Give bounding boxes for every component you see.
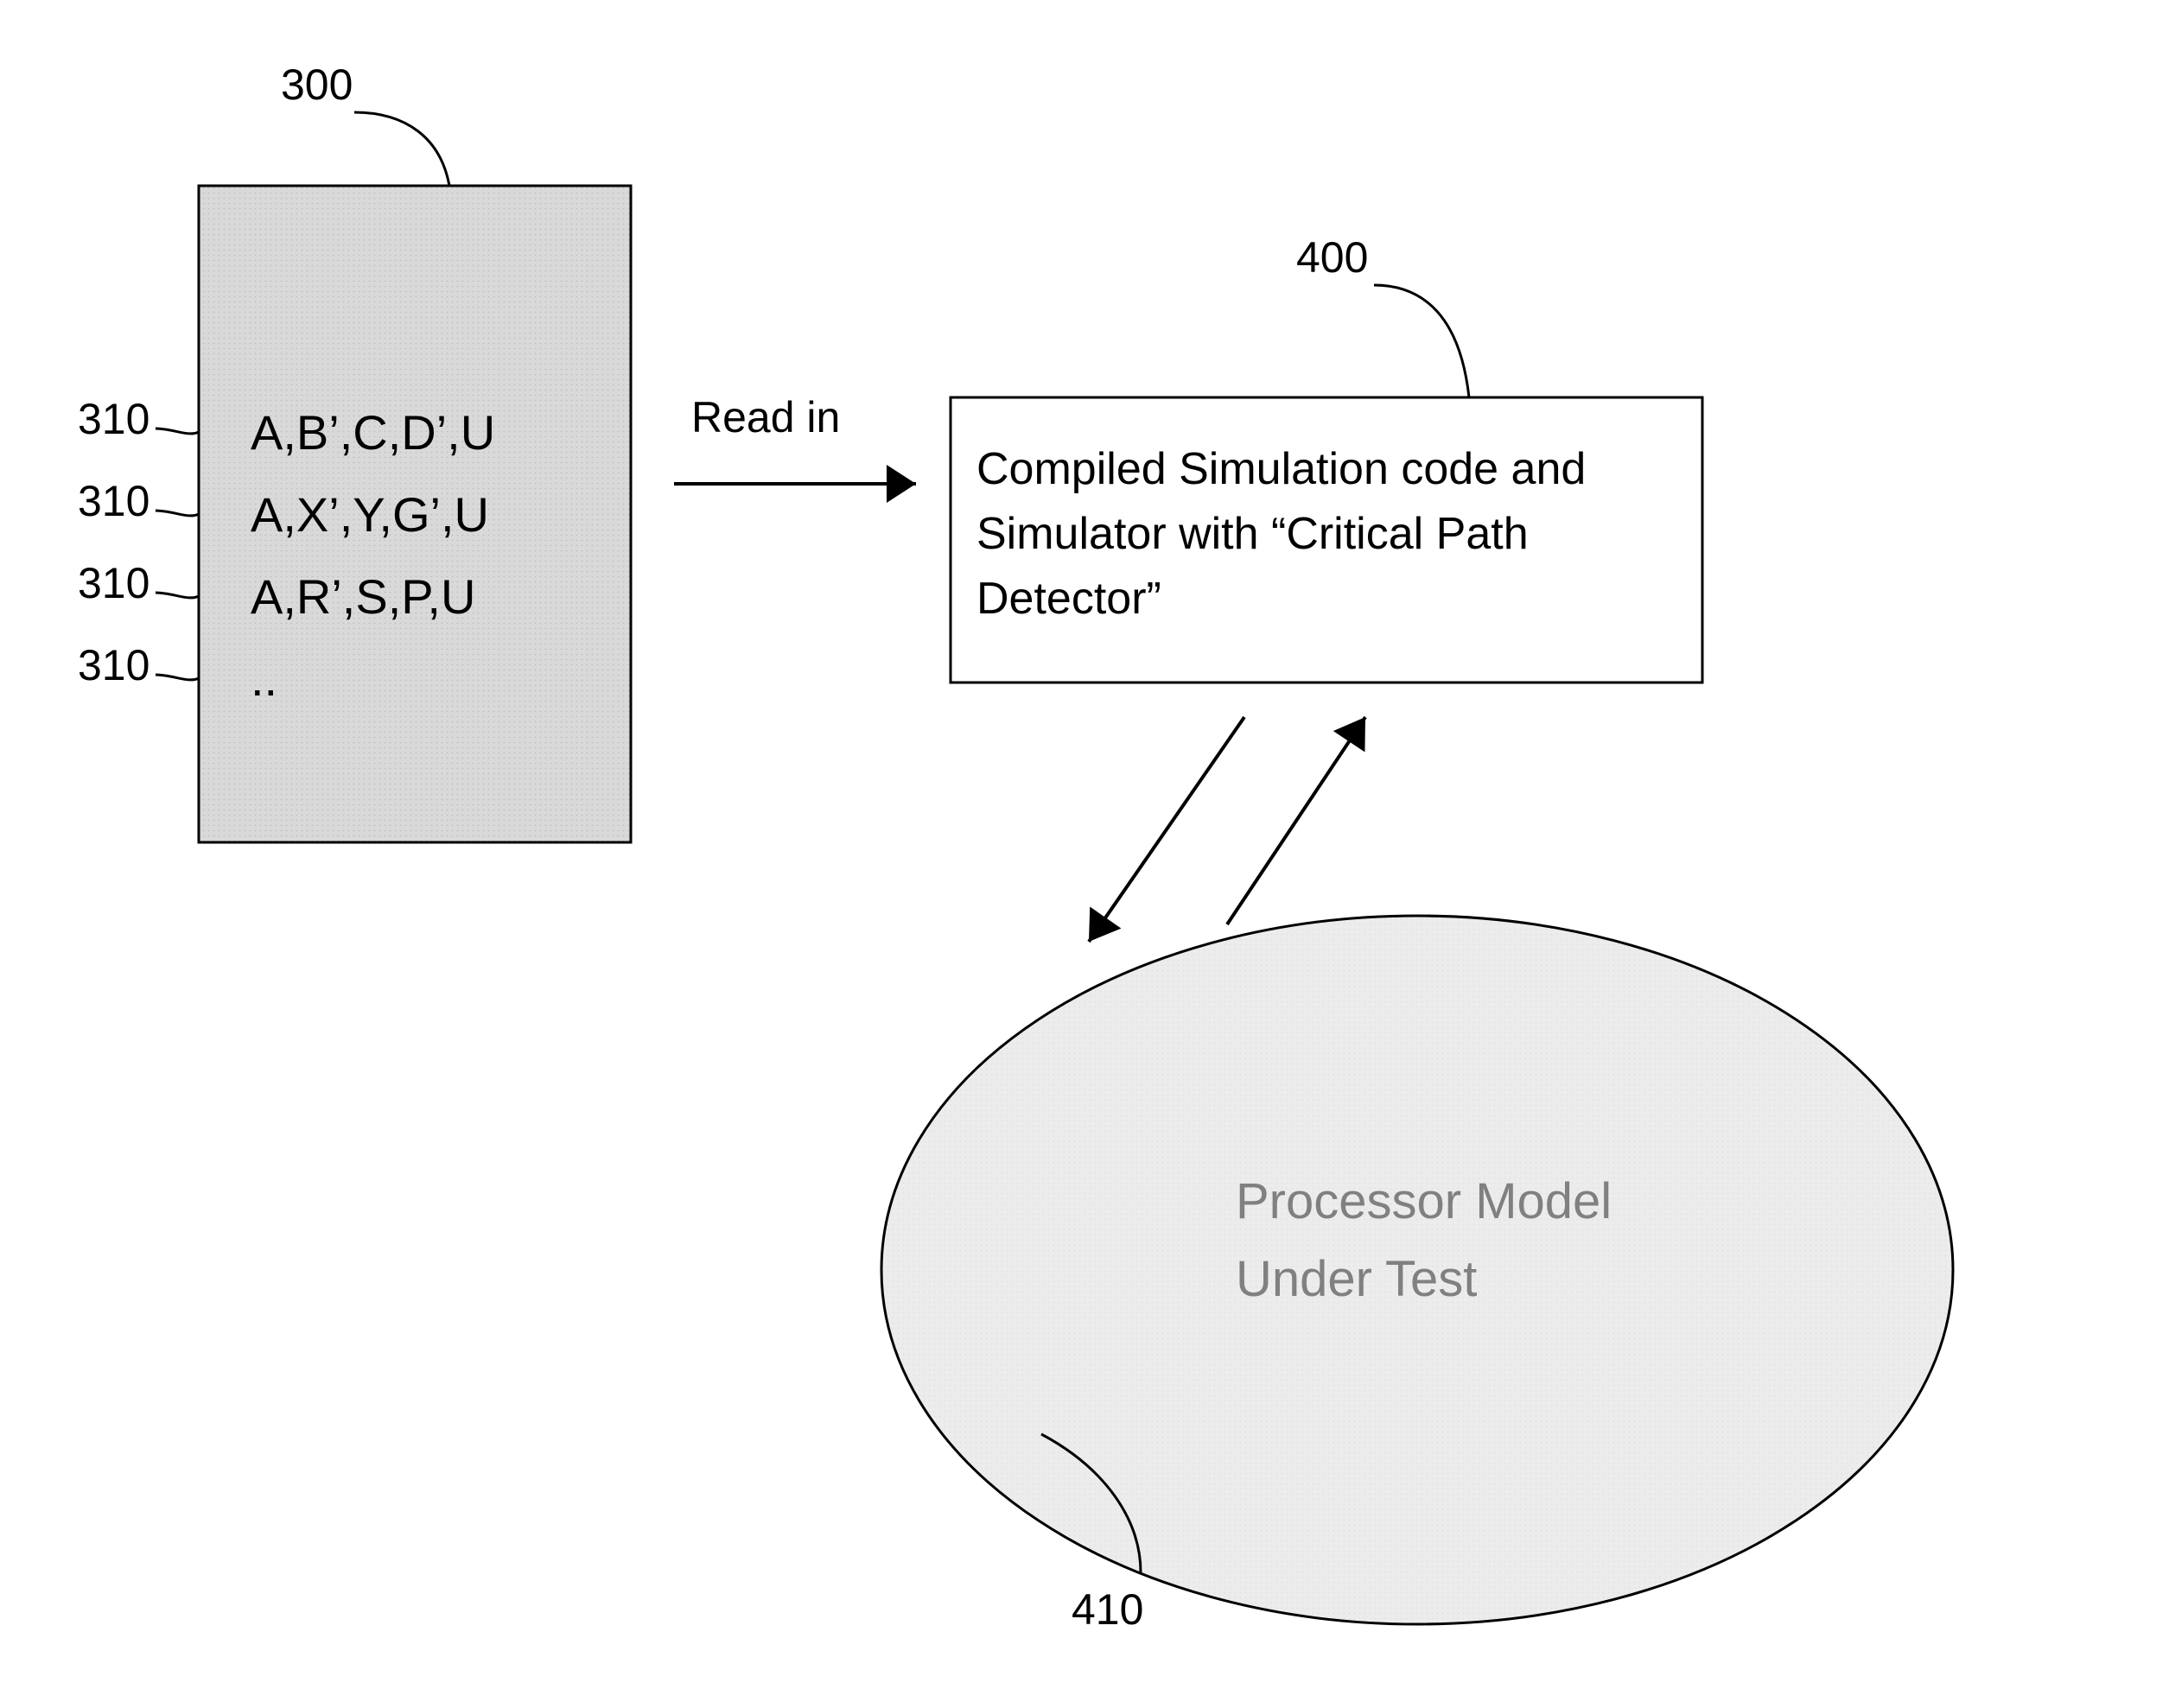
leader-310: [156, 429, 199, 434]
ref-label-310: 310: [78, 559, 149, 607]
ref-label-300: 300: [281, 60, 353, 109]
data-row: A,B’,C,D’,U: [251, 405, 495, 460]
data-box: A,B’,C,D’,U A,X’,Y,G’,U A,R’,S,P,U..: [199, 186, 631, 842]
leader-310: [156, 593, 199, 598]
simulator-box-text: Compiled Simulation code and: [976, 444, 1586, 494]
ellipse-text: Under Test: [1236, 1251, 1477, 1307]
leader-400: [1374, 285, 1469, 397]
leader-310: [156, 675, 199, 680]
arrow-sim-to-model: [1089, 717, 1244, 942]
arrow-model-to-sim: [1227, 717, 1365, 924]
leader-310: [156, 511, 199, 516]
ref-label-310: 310: [78, 641, 149, 689]
simulator-box-text: Detector”: [976, 574, 1161, 624]
ref-label-400: 400: [1296, 233, 1368, 282]
arrow-read-in: [674, 465, 916, 503]
ellipse-text: Processor Model: [1236, 1173, 1612, 1229]
leader-300: [354, 112, 449, 186]
data-row: ..: [251, 651, 277, 706]
simulator-box: Compiled Simulation code and Simulator wi…: [951, 397, 1702, 683]
ref-label-310: 310: [78, 395, 149, 443]
arrow-read-in-label: Read in: [691, 393, 840, 441]
simulator-box-text: Simulator with “Critical Path: [976, 509, 1529, 559]
ref-label-410: 410: [1072, 1585, 1143, 1634]
data-row: A,R’,S,P,U: [251, 569, 475, 624]
ref-label-310: 310: [78, 477, 149, 525]
data-row: A,X’,Y,G’,U: [251, 487, 489, 542]
processor-model-ellipse: Processor Model Under Test: [881, 916, 1953, 1624]
